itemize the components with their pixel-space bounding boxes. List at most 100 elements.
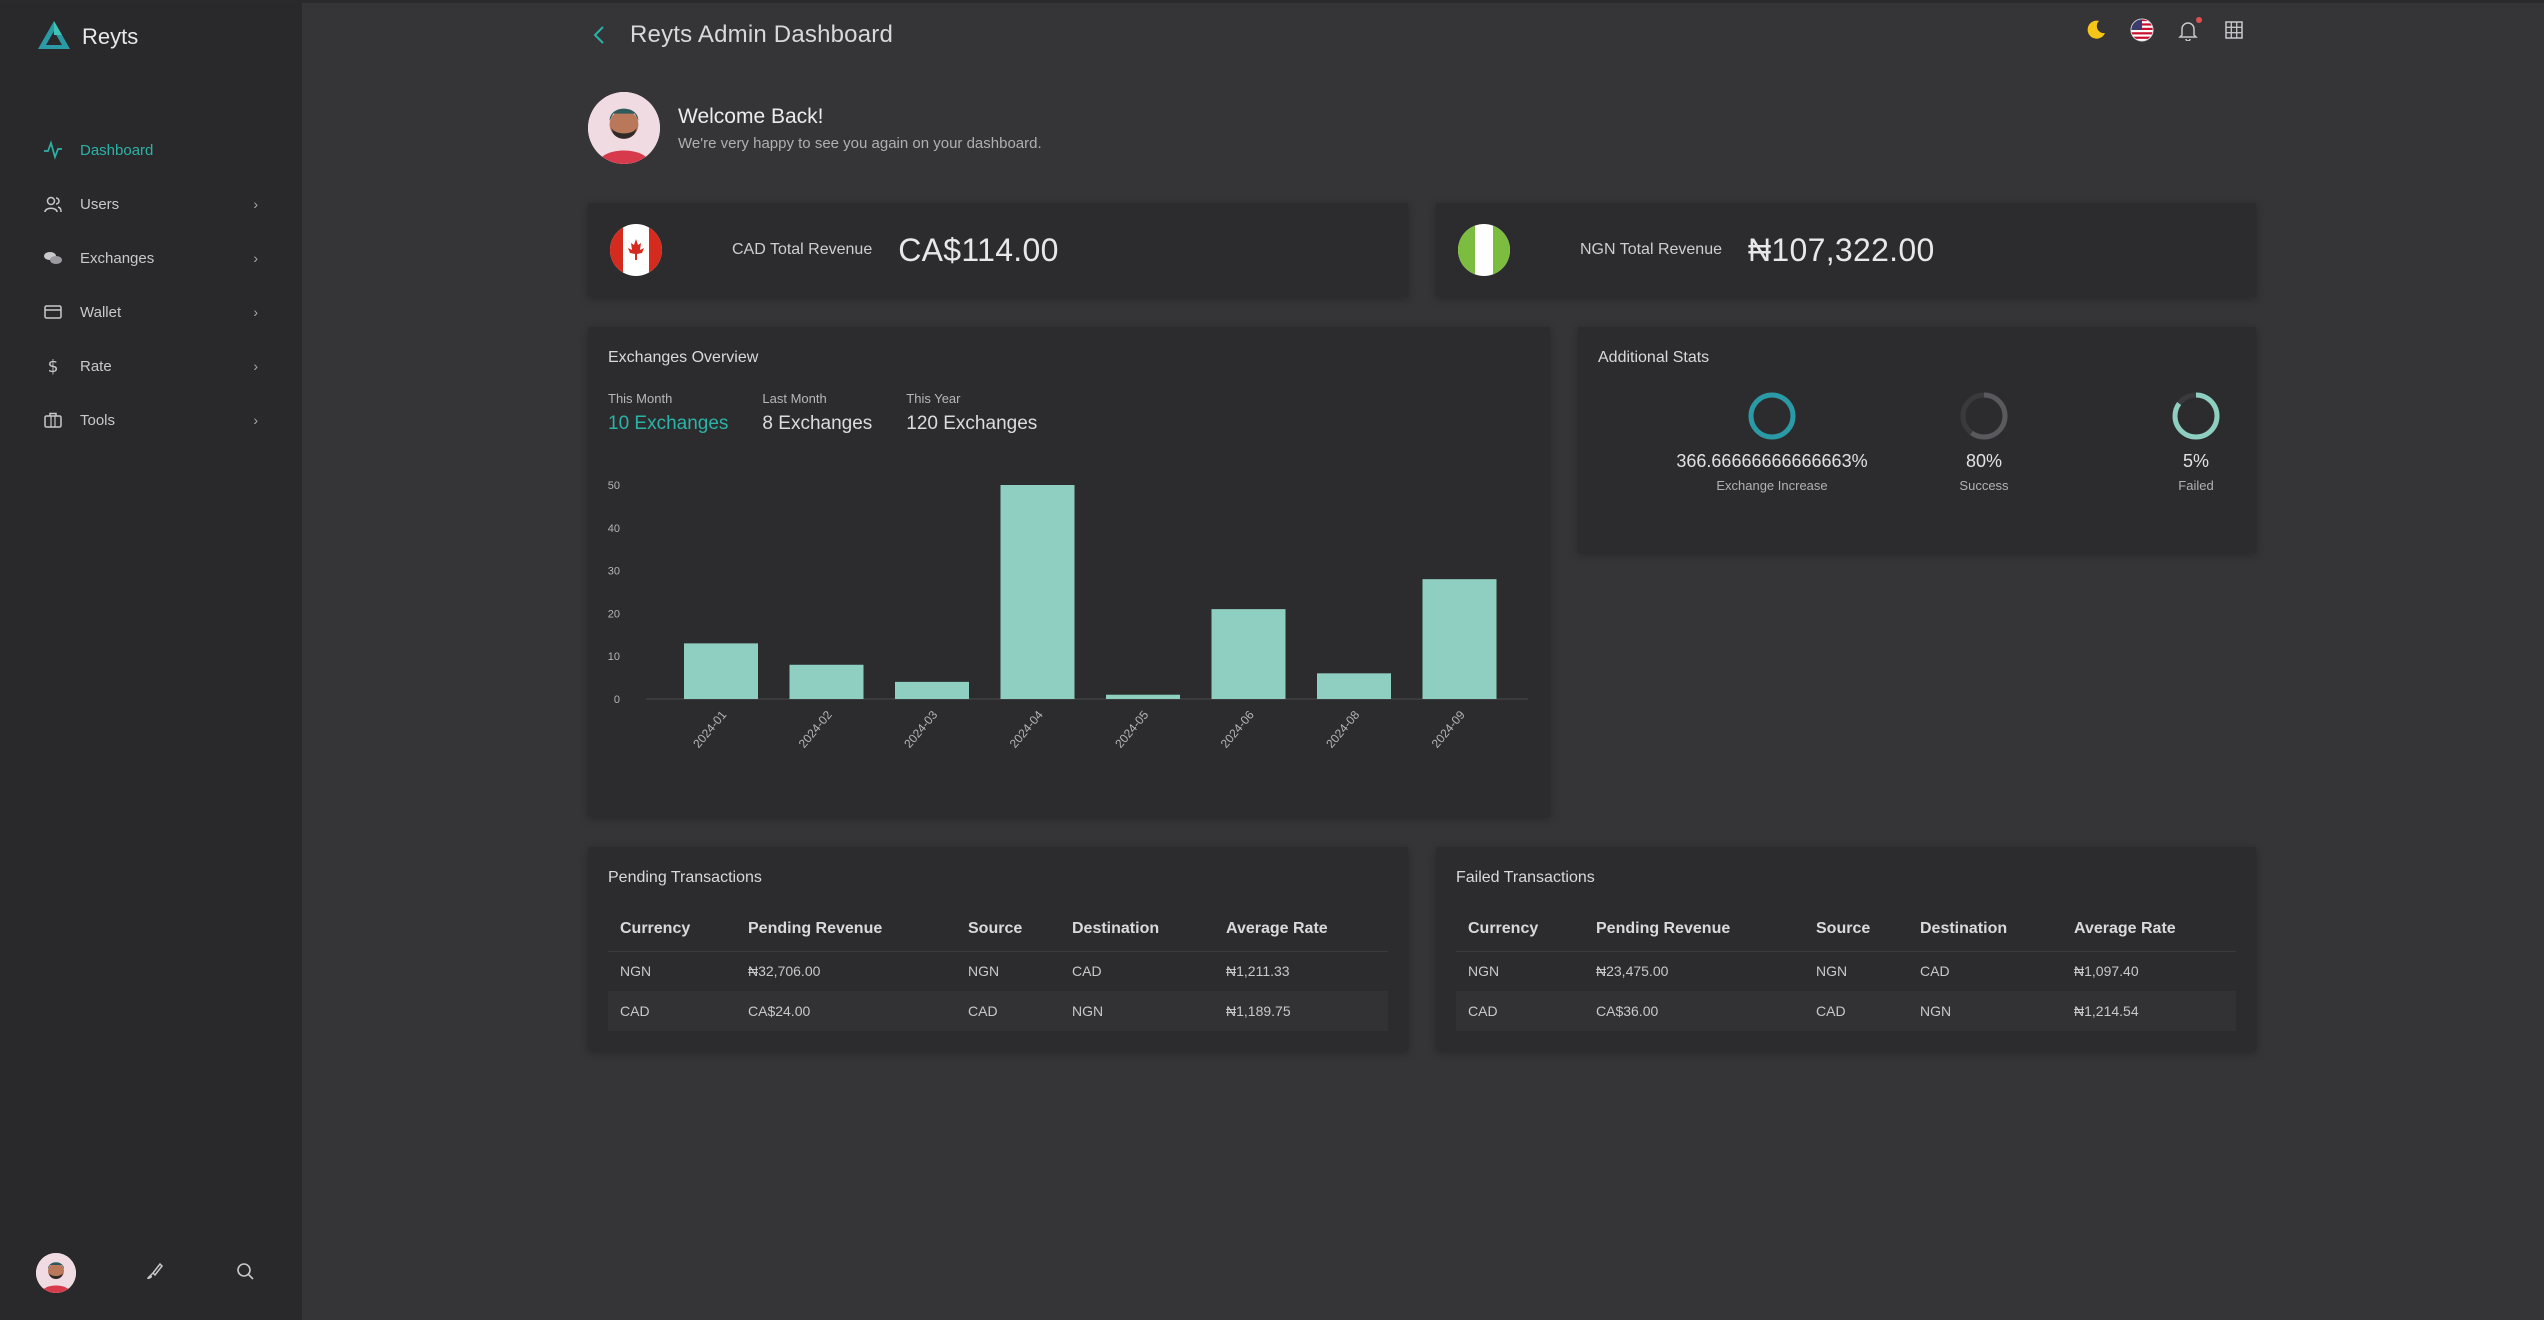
page-header: Reyts Admin Dashboard [586, 14, 2246, 56]
tab-value: 10 Exchanges [608, 413, 729, 434]
column-header[interactable]: Currency [608, 907, 736, 952]
chart-bar[interactable] [895, 681, 969, 699]
sidebar-item-label: Users [80, 195, 120, 213]
exchange-increase-ring-icon [1748, 392, 1796, 440]
notification-bell-icon[interactable] [2176, 17, 2202, 42]
cad-revenue-card: CAD Total Revenue CA$114.00 [588, 203, 1408, 297]
pending-transactions-card: Pending Transactions Currency Pending Re… [588, 847, 1408, 1051]
ngn-revenue-value: ₦107,322.00 [1748, 231, 1935, 268]
y-tick-label: 30 [608, 566, 620, 578]
table-cell: ₦1,211.33 [1226, 963, 1290, 980]
sidebar-item-label: Exchanges [80, 249, 155, 267]
chart-bar[interactable] [1211, 609, 1286, 699]
y-tick-label: 0 [614, 694, 620, 706]
chart-bar[interactable] [1106, 694, 1180, 699]
column-header[interactable]: Average Rate [2062, 907, 2236, 952]
chevron-right-icon: › [253, 196, 258, 212]
column-header[interactable]: Source [956, 907, 1060, 952]
failed-transactions-table: Currency Pending Revenue Source Destinat… [1456, 907, 2236, 1031]
brand-name: Reyts [82, 24, 139, 49]
stat-label: Success [1959, 478, 2009, 493]
chart-bar[interactable] [789, 664, 864, 699]
sidebar-item-exchanges[interactable]: Exchanges › [0, 231, 302, 285]
column-header[interactable]: Pending Revenue [736, 907, 956, 952]
welcome-avatar [588, 92, 660, 164]
bar-chart-svg: 0 10 20 30 40 50 2024-01 2024-02 2024-03 2024-04 2… [608, 480, 1528, 751]
brush-icon[interactable] [144, 1260, 166, 1287]
page-title: Reyts Admin Dashboard [630, 21, 893, 48]
success-ring-icon [1960, 392, 2008, 440]
tab-last-month[interactable]: Last Month 8 Exchanges [762, 391, 872, 435]
y-tick-label: 40 [608, 523, 620, 535]
table-row[interactable]: NGN ₦32,706.00 NGN CAD ₦1,211.33 [608, 951, 1388, 991]
sidebar-item-wallet[interactable]: Wallet › [0, 285, 302, 339]
table-cell: CAD [608, 991, 736, 1031]
column-header[interactable]: Currency [1456, 907, 1584, 952]
chart-bar[interactable] [1422, 579, 1497, 699]
chevron-right-icon: › [253, 304, 258, 320]
cad-revenue-value: CA$114.00 [898, 231, 1059, 268]
tab-this-month[interactable]: This Month 10 Exchanges [608, 391, 728, 435]
table-cell: ₦23,475.00 [1596, 963, 1669, 980]
table-cell: CAD [1072, 963, 1102, 980]
x-tick-label: 2024-09 [1429, 708, 1468, 751]
table-row[interactable]: CAD CA$36.00 CAD NGN ₦1,214.54 [1456, 991, 2236, 1031]
coins-icon [42, 247, 64, 269]
apps-grid-icon[interactable] [2222, 18, 2246, 42]
failed-transactions-card: Failed Transactions Currency Pending Rev… [1436, 847, 2256, 1051]
stat-label: Exchange Increase [1716, 478, 1828, 493]
table-row[interactable]: NGN ₦23,475.00 NGN CAD ₦1,097.40 [1456, 951, 2236, 991]
chart-bar[interactable] [1000, 485, 1075, 699]
svg-text:$: $ [48, 357, 59, 376]
sidebar-item-label: Wallet [80, 303, 122, 321]
table-cell: NGN [620, 963, 652, 980]
stat-failed: 5% Failed [2086, 391, 2306, 493]
y-tick-label: 50 [608, 480, 620, 492]
sidebar-item-users[interactable]: Users › [0, 177, 302, 231]
table-row[interactable]: CAD CA$24.00 CAD NGN ₦1,189.75 [608, 991, 1388, 1031]
chart-bar[interactable] [1317, 673, 1391, 699]
sidebar-item-dashboard[interactable]: Dashboard [0, 123, 302, 177]
exchanges-overview-card: Exchanges Overview This Month 10 Exchang… [588, 327, 1550, 817]
table-cell: CAD [1456, 991, 1584, 1031]
column-header[interactable]: Pending Revenue [1584, 907, 1804, 952]
x-tick-label: 2024-08 [1323, 708, 1362, 751]
back-button[interactable] [586, 22, 612, 48]
x-tick-label: 2024-06 [1218, 708, 1257, 751]
dark-mode-toggle-moon-icon[interactable] [2084, 18, 2108, 42]
user-avatar[interactable] [36, 1253, 76, 1293]
column-header[interactable]: Source [1804, 907, 1908, 952]
table-cell: CAD [1920, 963, 1950, 980]
x-tick-label: 2024-02 [796, 708, 835, 751]
cad-revenue-label: CAD Total Revenue [732, 241, 873, 258]
search-icon[interactable] [234, 1260, 256, 1287]
sidebar-item-rate[interactable]: $ Rate › [0, 339, 302, 393]
ngn-revenue-label: NGN Total Revenue [1580, 241, 1722, 258]
chart-bar[interactable] [684, 643, 758, 699]
dollar-icon: $ [42, 355, 64, 377]
language-us-flag-icon[interactable] [2130, 18, 2154, 42]
stat-label: Failed [2178, 478, 2214, 493]
y-tick-label: 20 [608, 608, 620, 620]
x-tick-label: 2024-05 [1112, 708, 1151, 751]
brand[interactable]: Reyts [36, 19, 138, 55]
exchanges-overview-title: Exchanges Overview [608, 349, 759, 366]
failed-transactions-title: Failed Transactions [1456, 869, 1595, 886]
column-header[interactable]: Destination [1908, 907, 2062, 952]
column-header[interactable]: Destination [1060, 907, 1214, 952]
table-header-row: Currency Pending Revenue Source Destinat… [1456, 907, 2236, 952]
sidebar-item-label: Tools [80, 411, 116, 429]
stat-value: 366.66666666666663% [1676, 451, 1868, 471]
ngn-revenue-card: NGN Total Revenue ₦107,322.00 [1436, 203, 2256, 297]
sidebar-nav: Dashboard Users › Exchanges › Wallet › $ [0, 123, 302, 447]
sidebar-item-tools[interactable]: Tools › [0, 393, 302, 447]
pending-transactions-table: Currency Pending Revenue Source Destinat… [608, 907, 1388, 1031]
x-tick-label: 2024-01 [690, 708, 729, 751]
tab-this-year[interactable]: This Year 120 Exchanges [906, 391, 1037, 435]
column-header[interactable]: Average Rate [1214, 907, 1388, 952]
failed-ring-icon [2172, 392, 2220, 440]
table-cell: ₦1,189.75 [1214, 991, 1388, 1031]
chevron-right-icon: › [253, 358, 258, 374]
table-cell: ₦32,706.00 [748, 963, 821, 980]
chevron-right-icon: › [253, 250, 258, 266]
